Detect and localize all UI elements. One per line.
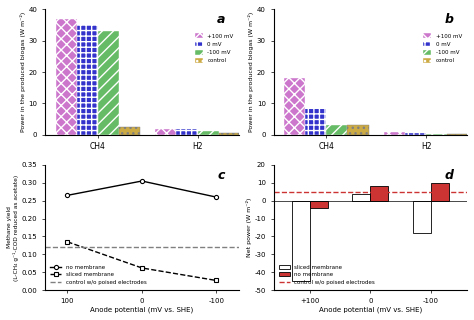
- sliced membrane: [213, 278, 219, 282]
- Bar: [426, 134, 447, 135]
- Bar: [198, 131, 219, 135]
- no membrane: [139, 179, 145, 183]
- Y-axis label: Power in the produced biogas (W m⁻²): Power in the produced biogas (W m⁻²): [20, 12, 26, 132]
- Bar: [219, 133, 240, 135]
- control w/o poised electrodes: [139, 245, 145, 249]
- sliced membrane: [64, 240, 70, 244]
- Bar: [119, 127, 140, 135]
- Y-axis label: Net power (W m⁻²): Net power (W m⁻²): [246, 198, 252, 257]
- Text: b: b: [445, 13, 454, 26]
- Bar: [55, 19, 77, 135]
- Legend: +100 mV, 0 mV, -100 mV, control: +100 mV, 0 mV, -100 mV, control: [192, 31, 236, 65]
- X-axis label: Anode potential (mV vs. SHE): Anode potential (mV vs. SHE): [90, 307, 193, 313]
- Bar: [413, 201, 431, 233]
- Legend: no membrane, sliced membrane, control w/o poised electrodes: no membrane, sliced membrane, control w/…: [48, 262, 149, 287]
- Bar: [447, 134, 468, 135]
- Bar: [384, 132, 405, 135]
- Line: no membrane: no membrane: [65, 179, 219, 199]
- Text: d: d: [445, 169, 454, 182]
- Bar: [352, 194, 370, 201]
- Text: c: c: [218, 169, 225, 182]
- X-axis label: Anode potential (mV vs. SHE): Anode potential (mV vs. SHE): [319, 307, 422, 313]
- Legend: +100 mV, 0 mV, -100 mV, control: +100 mV, 0 mV, -100 mV, control: [421, 31, 464, 65]
- Y-axis label: Methane yield
(L-CH₄ g⁻¹-COD reduced as acetate): Methane yield (L-CH₄ g⁻¹-COD reduced as …: [7, 174, 19, 281]
- control w/o poised electrodes: [138, 245, 144, 249]
- Bar: [431, 183, 449, 201]
- Bar: [77, 25, 98, 135]
- no membrane: [64, 193, 70, 197]
- Text: a: a: [217, 13, 225, 26]
- control w/o poised electrodes: [367, 190, 373, 194]
- Bar: [284, 78, 305, 135]
- Bar: [370, 186, 388, 201]
- Legend: sliced membrane, no membrane, control w/o poised electrodes: sliced membrane, no membrane, control w/…: [276, 262, 377, 287]
- no membrane: [213, 195, 219, 199]
- control w/o poised electrodes: [307, 190, 313, 194]
- Bar: [347, 125, 368, 135]
- Bar: [155, 129, 176, 135]
- Y-axis label: Power in the produced biogas (W m⁻²): Power in the produced biogas (W m⁻²): [248, 12, 254, 132]
- Line: sliced membrane: sliced membrane: [65, 240, 219, 283]
- sliced membrane: [139, 266, 145, 270]
- Bar: [405, 133, 426, 135]
- Bar: [176, 129, 198, 135]
- Bar: [310, 201, 328, 208]
- Bar: [98, 31, 119, 135]
- Bar: [292, 201, 310, 281]
- Bar: [305, 108, 326, 135]
- Bar: [326, 125, 347, 135]
